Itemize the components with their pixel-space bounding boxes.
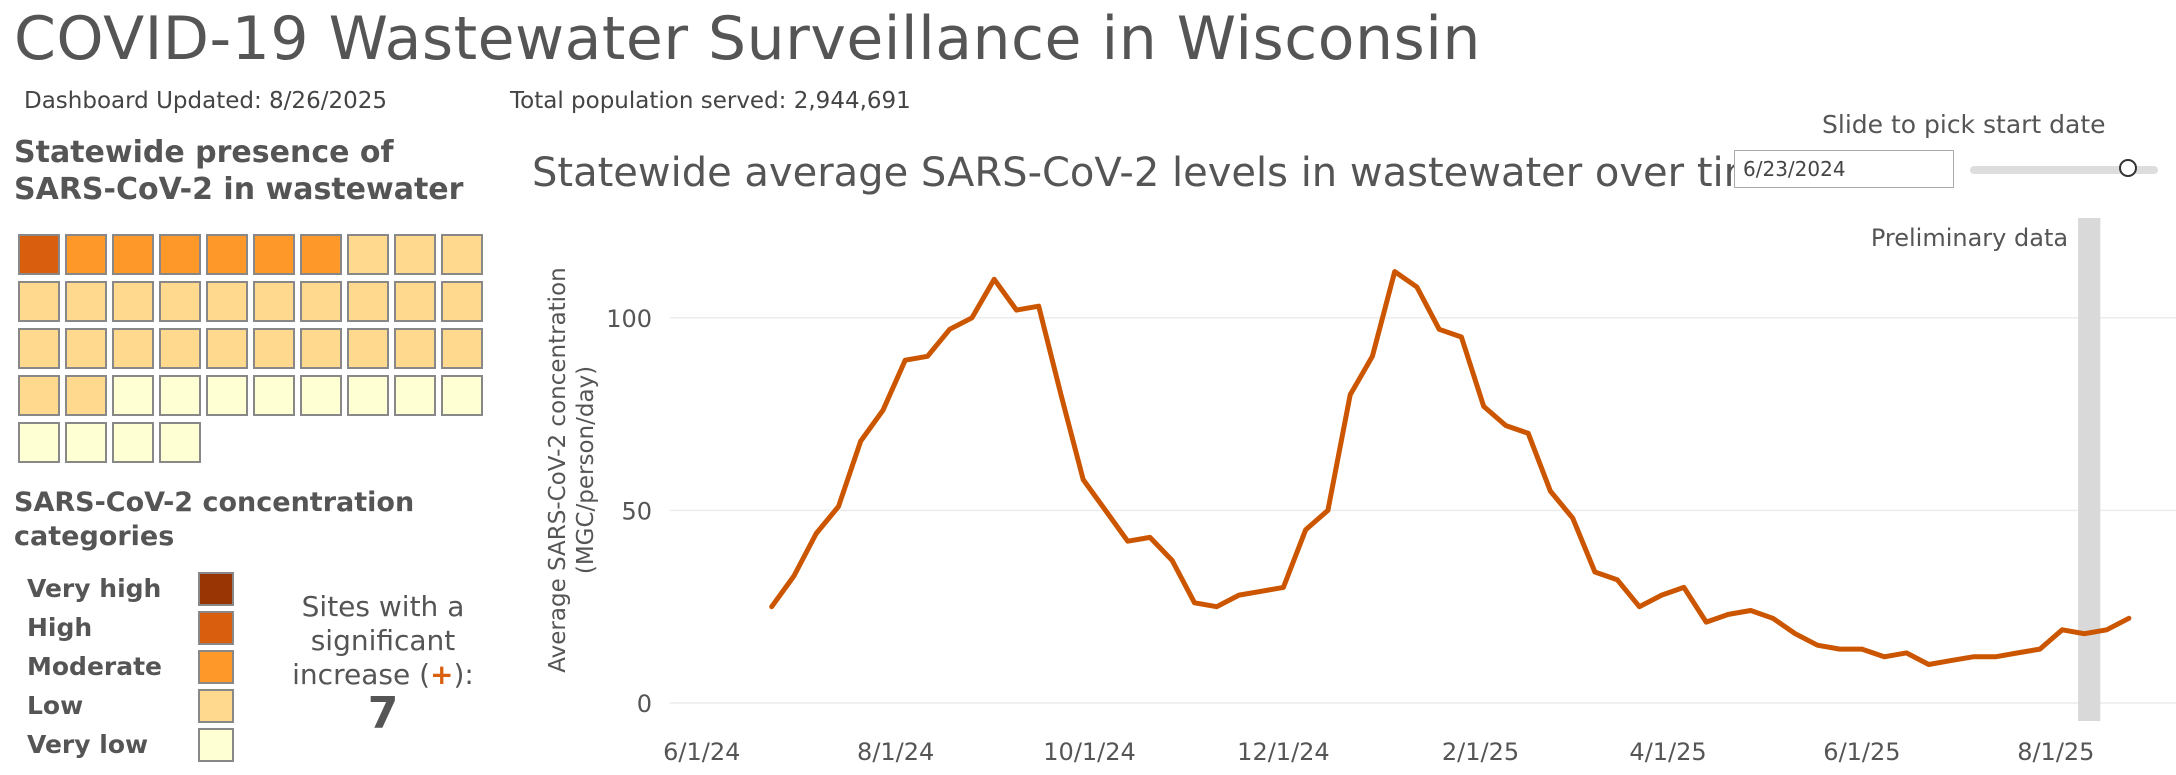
site-cell[interactable] <box>253 234 295 275</box>
site-cell[interactable] <box>206 234 248 275</box>
slider-handle[interactable] <box>2118 159 2137 177</box>
site-cell[interactable] <box>300 375 342 416</box>
site-cell[interactable] <box>206 375 248 416</box>
significant-text-after: ): <box>453 658 474 691</box>
site-cell[interactable] <box>347 328 389 369</box>
x-tick-label: 6/1/24 <box>663 738 740 766</box>
legend-label: High <box>27 613 93 642</box>
site-cell[interactable] <box>65 375 107 416</box>
x-tick-label: 12/1/24 <box>1237 738 1330 766</box>
dashboard-updated: Dashboard Updated: 8/26/2025 <box>24 88 387 114</box>
slider-label: Slide to pick start date <box>1822 110 2106 139</box>
population-served: Total population served: 2,944,691 <box>510 88 911 114</box>
significant-increase-label: Sites with a significant increase (+): <box>283 590 483 692</box>
presence-title: Statewide presence of SARS-CoV-2 in wast… <box>14 135 464 207</box>
legend-swatch <box>198 572 234 606</box>
site-cell[interactable] <box>159 281 201 322</box>
site-cell[interactable] <box>253 281 295 322</box>
site-cell[interactable] <box>394 234 436 275</box>
site-cell[interactable] <box>347 281 389 322</box>
site-cell[interactable] <box>347 375 389 416</box>
site-cell[interactable] <box>65 281 107 322</box>
site-cell[interactable] <box>206 281 248 322</box>
site-cell[interactable] <box>394 281 436 322</box>
x-tick-label: 10/1/24 <box>1043 738 1136 766</box>
site-cell[interactable] <box>441 375 483 416</box>
x-tick-label: 8/1/24 <box>857 738 934 766</box>
site-cell[interactable] <box>65 234 107 275</box>
site-cell[interactable] <box>112 234 154 275</box>
site-cell[interactable] <box>441 281 483 322</box>
series-line <box>769 269 2132 667</box>
legend-label: Very low <box>27 730 149 759</box>
y-tick-label: 0 <box>637 690 652 718</box>
preliminary-label: Preliminary data <box>1871 224 2068 252</box>
site-cell[interactable] <box>18 234 60 275</box>
legend-swatch <box>198 611 234 645</box>
site-cell[interactable] <box>159 328 201 369</box>
start-date-slider[interactable] <box>1970 166 2158 174</box>
preliminary-band <box>2078 218 2101 721</box>
site-cell[interactable] <box>394 328 436 369</box>
site-cell[interactable] <box>394 375 436 416</box>
site-cell[interactable] <box>159 375 201 416</box>
site-cell[interactable] <box>65 328 107 369</box>
x-tick-label: 6/1/25 <box>1823 738 1900 766</box>
site-cell[interactable] <box>159 422 201 463</box>
site-cell[interactable] <box>347 234 389 275</box>
categories-title: SARS-CoV-2 concentration categories <box>14 487 415 552</box>
site-cell[interactable] <box>18 422 60 463</box>
site-cell[interactable] <box>112 422 154 463</box>
site-cell[interactable] <box>441 234 483 275</box>
site-cell[interactable] <box>253 375 295 416</box>
plus-icon: + <box>430 658 454 691</box>
site-cell[interactable] <box>112 375 154 416</box>
site-cell[interactable] <box>112 281 154 322</box>
site-cell[interactable] <box>441 328 483 369</box>
page-title: COVID-19 Wastewater Surveillance in Wisc… <box>14 4 1481 74</box>
site-cell[interactable] <box>18 328 60 369</box>
x-tick-label: 2/1/25 <box>1442 738 1519 766</box>
significant-text-before: Sites with a significant increase ( <box>292 590 465 691</box>
site-cell[interactable] <box>253 328 295 369</box>
chart-title: Statewide average SARS-CoV-2 levels in w… <box>532 150 1788 196</box>
legend-label: Low <box>27 691 84 720</box>
legend-swatch <box>198 689 234 723</box>
site-cell[interactable] <box>18 375 60 416</box>
significant-increase-count: 7 <box>367 688 399 739</box>
site-cell[interactable] <box>112 328 154 369</box>
site-cell[interactable] <box>300 234 342 275</box>
y-tick-label: 100 <box>606 305 652 333</box>
legend-label: Moderate <box>27 652 163 681</box>
legend-label: Very high <box>27 574 162 603</box>
site-cell[interactable] <box>65 422 107 463</box>
legend-swatch <box>198 728 234 762</box>
site-cell[interactable] <box>159 234 201 275</box>
y-tick-label: 50 <box>621 497 652 525</box>
site-cell[interactable] <box>300 328 342 369</box>
site-cell[interactable] <box>18 281 60 322</box>
x-tick-label: 4/1/25 <box>1629 738 1706 766</box>
x-tick-label: 8/1/25 <box>2017 738 2094 766</box>
legend-swatch <box>198 650 234 684</box>
site-cell[interactable] <box>206 328 248 369</box>
site-cell[interactable] <box>300 281 342 322</box>
start-date-input[interactable] <box>1734 150 1954 188</box>
y-axis-label: Average SARS-CoV-2 concentration(MGC/per… <box>545 267 599 672</box>
